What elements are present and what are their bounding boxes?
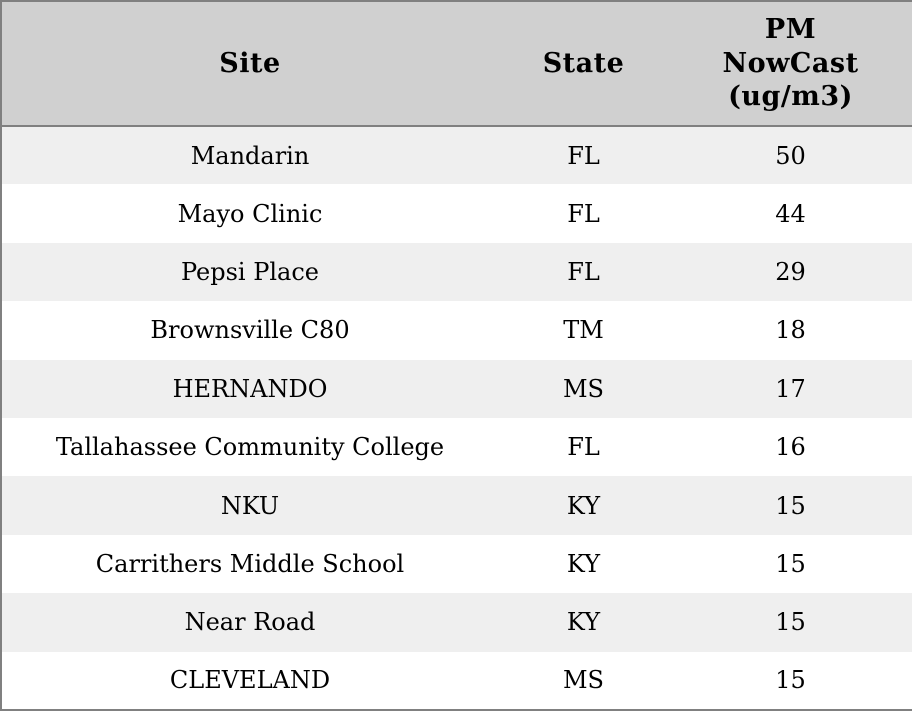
cell-site: Pepsi Place [180,257,320,286]
cell-state: FL [567,199,600,228]
table-row: Pepsi Place FL 29 [1,242,912,302]
cell-pm-nowcast: 50 [775,141,806,170]
column-header-pm-nowcast: PM NowCast (ug/m3) [722,13,859,113]
cell-site: Carrithers Middle School [95,549,405,578]
cell-state: FL [567,433,600,462]
table-row: HERNANDO MS 17 [1,359,912,418]
table-body: Mandarin FL 50 Mayo Clinic FL 44 Pepsi P… [1,126,912,710]
cell-site: Mayo Clinic [177,199,323,228]
cell-site: Brownsville C80 [150,316,350,345]
cell-pm-nowcast: 15 [775,666,806,695]
cell-state: FL [567,141,600,170]
cell-state: MS [562,666,604,695]
table-row: Near Road KY 15 [1,593,912,652]
column-header-state: State [542,47,625,79]
cell-state: FL [567,257,600,286]
cell-state: KY [566,549,601,578]
cell-site: Tallahassee Community College [55,433,445,462]
cell-pm-nowcast: 15 [775,491,806,520]
cell-site: Mandarin [190,141,310,170]
table-row: Tallahassee Community College FL 16 [1,417,912,477]
cell-pm-nowcast: 44 [775,199,806,228]
cell-site: CLEVELAND [169,666,331,695]
table-row: NKU KY 15 [1,476,912,535]
cell-pm-nowcast: 15 [775,549,806,578]
cell-pm-nowcast: 15 [775,608,806,637]
cell-pm-nowcast: 18 [775,316,806,345]
cell-site: Near Road [184,608,316,637]
cell-pm-nowcast: 17 [775,374,806,403]
header-row: Site State PM NowCast (ug/m3) [1,1,912,126]
cell-state: KY [566,608,601,637]
cell-state: KY [566,491,601,520]
column-header-site: Site [219,47,281,79]
cell-pm-nowcast: 29 [775,257,806,286]
cell-state: TM [563,316,604,345]
table-row: Carrithers Middle School KY 15 [1,534,912,594]
table-header: Site State PM NowCast (ug/m3) [1,1,912,126]
cell-pm-nowcast: 16 [775,433,806,462]
cell-site: HERNANDO [172,374,328,403]
cell-state: MS [562,374,604,403]
cell-site: NKU [220,491,280,520]
table-row: CLEVELAND MS 15 [1,651,912,710]
table-row: Brownsville C80 TM 18 [1,301,912,360]
table-row: Mandarin FL 50 [1,126,912,185]
table-row: Mayo Clinic FL 44 [1,184,912,243]
